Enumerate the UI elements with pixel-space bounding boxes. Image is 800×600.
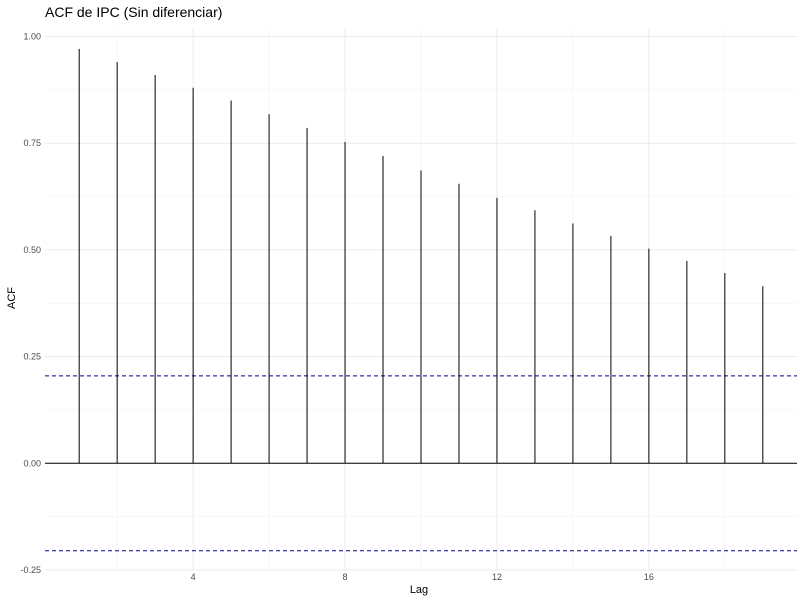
x-axis-title: Lag xyxy=(410,584,428,596)
y-tick-label: 1.00 xyxy=(23,32,41,42)
chart-title: ACF de IPC (Sin diferenciar) xyxy=(45,4,222,20)
y-tick-label: -0.25 xyxy=(20,565,41,575)
x-tick-label: 4 xyxy=(191,572,196,582)
y-tick-label: 0.50 xyxy=(23,245,41,255)
x-tick-label: 16 xyxy=(644,572,654,582)
confidence-bounds xyxy=(45,375,797,552)
acf-spikes xyxy=(78,48,764,464)
x-tick-label: 12 xyxy=(492,572,502,582)
y-axis-ticks: -0.25 0.00 0.25 0.50 0.75 1.00 xyxy=(20,32,41,575)
y-tick-label: 0.00 xyxy=(23,458,41,468)
x-axis-ticks: 4 8 12 16 xyxy=(191,572,654,582)
y-tick-label: 0.25 xyxy=(23,352,41,362)
y-tick-label: 0.75 xyxy=(23,138,41,148)
y-axis-title: ACF xyxy=(6,287,18,309)
x-tick-label: 8 xyxy=(343,572,348,582)
